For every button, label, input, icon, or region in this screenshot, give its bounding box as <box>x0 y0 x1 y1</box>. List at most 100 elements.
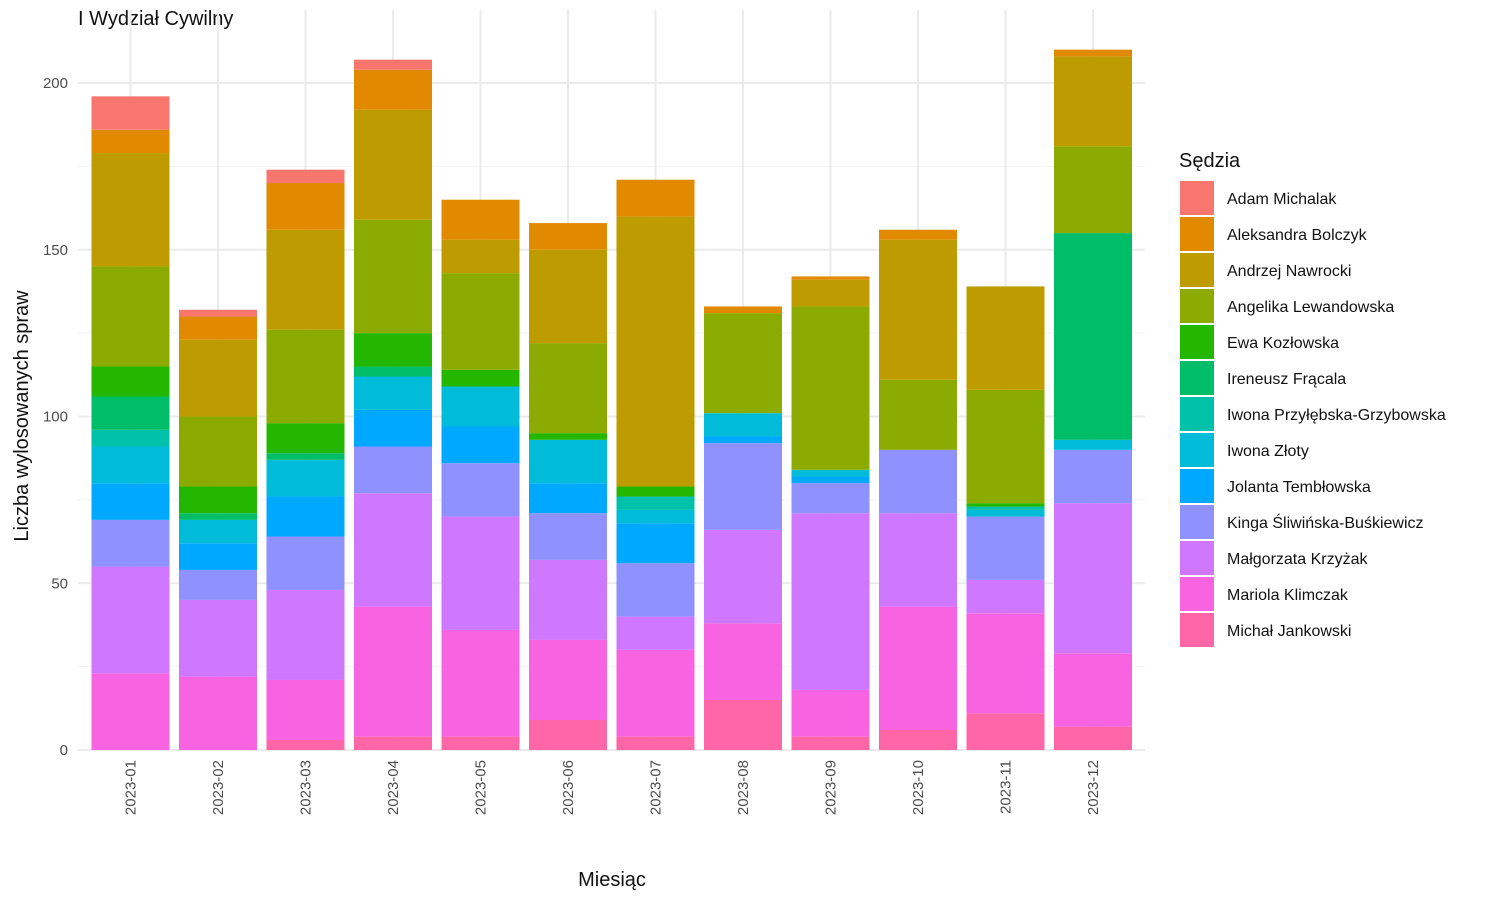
bar-segment: Iwona Przyłębska-Grzybowska: 5 <box>91 429 170 447</box>
bar-segment: Michał Jankowski: 4 <box>616 736 695 750</box>
bar-segment: Iwona Przyłębska-Grzybowska: 4 <box>616 496 695 510</box>
bar-segment: Mariola Klimczak: 18 <box>266 679 345 740</box>
bar-segment: Michał Jankowski: 4 <box>791 736 870 750</box>
bar-segment: Iwona Złoty: 7 <box>179 519 257 544</box>
bar-segment: Kinga Śliwińska-Buśkiewicz: 14 <box>354 446 432 494</box>
bar-segment: Angelika Lewandowska: 21 <box>179 416 257 487</box>
bar-segment: Aleksandra Bolczyk: 2 <box>704 306 782 314</box>
bar-segment: Kinga Śliwińska-Buśkiewicz: 16 <box>616 563 695 617</box>
bar-segment: Mariola Klimczak: 30 <box>966 613 1045 714</box>
bar-segment: Mariola Klimczak: 14 <box>791 689 870 737</box>
bar-segment: Aleksandra Bolczyk: 12 <box>441 199 520 240</box>
bar-segment: Ireneusz Frącala: 10 <box>91 396 170 430</box>
bar-segment: Aleksandra Bolczyk: 8 <box>529 223 607 250</box>
bar-segment: Jolanta Tembłowska: 12 <box>266 496 345 537</box>
x-tick-label: 2023-07 <box>648 760 665 815</box>
legend-label: Jolanta Tembłowska <box>1227 479 1371 496</box>
bar-segment: Andrzej Nawrocki: 30 <box>266 229 345 330</box>
bar-segment: Jolanta Tembłowska: 11 <box>354 409 432 447</box>
bar-segment: Ewa Kozłowska: 9 <box>91 366 170 397</box>
bar-segment: Michał Jankowski: 9 <box>529 719 607 750</box>
bar-segment: Małgorzata Krzyżak: 23 <box>179 599 257 677</box>
bar-segment: Iwona Złoty: 12 <box>441 386 520 427</box>
legend-swatch <box>1180 289 1214 323</box>
legend-swatch <box>1180 253 1214 287</box>
bar-segment: Mariola Klimczak: 22 <box>1054 653 1132 727</box>
bar-segment: Kinga Śliwińska-Buśkiewicz: 9 <box>179 569 257 600</box>
bar-segment: Iwona Złoty: 13 <box>529 439 607 484</box>
bar-segment: Mariola Klimczak: 24 <box>529 639 607 720</box>
bar-segment: Małgorzata Krzyżak: 34 <box>441 516 520 630</box>
bar-segment: Andrzej Nawrocki: 23 <box>179 339 257 417</box>
bar-segment: Ewa Kozłowska: 8 <box>179 486 257 514</box>
legend-label: Małgorzata Krzyżak <box>1227 551 1368 568</box>
bar-segment: Iwona Złoty: 2 <box>791 469 870 477</box>
bar-segment: Kinga Śliwińska-Buśkiewicz: 14 <box>529 513 607 560</box>
bar-segment: Michał Jankowski: 6 <box>879 729 957 750</box>
bar-segment: Adam Michalak: 3 <box>354 59 432 70</box>
legend-label: Adam Michalak <box>1227 191 1337 208</box>
x-tick-label: 2023-09 <box>823 760 840 815</box>
legend-swatch <box>1180 505 1214 539</box>
bar-segment: Aleksandra Bolczyk: 2 <box>1054 49 1132 57</box>
y-axis-title: Liczba wylosowanych spraw <box>11 290 33 542</box>
bar-segment: Angelika Lewandowska: 26 <box>1054 146 1132 234</box>
bar-segment: Angelika Lewandowska: 30 <box>704 313 782 414</box>
bar-segment: Jolanta Tembłowska: 2 <box>791 476 870 484</box>
bar-segment: Aleksandra Bolczyk: 12 <box>354 69 432 110</box>
bar-segment: Małgorzata Krzyżak: 10 <box>966 579 1045 614</box>
bar-segment: Aleksandra Bolczyk: 3 <box>879 229 957 240</box>
y-tick-label: 0 <box>60 742 68 759</box>
bar-segment: Kinga Śliwińska-Buśkiewicz: 16 <box>1054 449 1132 504</box>
x-tick-label: 2023-10 <box>910 760 927 815</box>
x-tick-label: 2023-06 <box>560 760 577 815</box>
legend-swatch <box>1180 217 1214 251</box>
x-tick-label: 2023-01 <box>123 760 140 815</box>
x-tick-label: 2023-05 <box>473 760 490 815</box>
bar-segment: Jolanta Tembłowska: 11 <box>441 426 520 464</box>
bar-segment: Małgorzata Krzyżak: 32 <box>91 566 170 674</box>
bar-segment: Angelika Lewandowska: 34 <box>966 389 1045 504</box>
bar-segment: Mariola Klimczak: 23 <box>704 623 782 700</box>
bar-segment: Michał Jankowski: 11 <box>966 713 1045 750</box>
bar-segment: Kinga Śliwińska-Buśkiewicz: 19 <box>966 516 1045 580</box>
legend-swatch <box>1180 469 1214 503</box>
x-tick-label: 2023-02 <box>210 760 227 815</box>
bar-segment: Angelika Lewandowska: 34 <box>354 219 432 334</box>
bar-segment: Małgorzata Krzyżak: 27 <box>266 589 345 680</box>
legend-swatch <box>1180 577 1214 611</box>
x-axis-ticks: 2023-01 2023-02 2023-03 2023-04 2023-05 2023-… <box>123 760 1103 815</box>
bar-segment: Adam Michalak: 10 <box>91 96 170 130</box>
bar-segment: Małgorzata Krzyżak: 45 <box>1054 503 1132 654</box>
bar-segment: Małgorzata Krzyżak: 10 <box>616 616 695 650</box>
legend-swatch <box>1180 541 1214 575</box>
bar-segment: Aleksandra Bolczyk: 1 <box>791 276 870 280</box>
bar-segment: Jolanta Tembłowska: 2 <box>704 436 782 444</box>
legend-label: Iwona Przyłębska-Grzybowska <box>1227 407 1446 424</box>
bar-segment: Angelika Lewandowska: 27 <box>529 343 607 434</box>
bar-segment: Ireneusz Frącala: 2 <box>179 513 257 520</box>
bar-segment: Małgorzata Krzyżak: 24 <box>529 559 607 640</box>
bar-segment: Angelika Lewandowska: 49 <box>791 306 870 470</box>
bar-segment: Jolanta Tembłowska: 12 <box>616 523 695 564</box>
bar-segment: Mariola Klimczak: 26 <box>616 649 695 737</box>
bar-segment: Andrzej Nawrocki: 31 <box>966 286 1045 390</box>
bar-segment: Kinga Śliwińska-Buśkiewicz: 14 <box>91 519 170 567</box>
bar-segment: Iwona Złoty: 11 <box>91 446 170 484</box>
bar-segment: Iwona Złoty: 3 <box>1054 439 1132 450</box>
bar-segment: Małgorzata Krzyżak: 53 <box>791 513 870 690</box>
bar-segment: Ewa Kozłowska: 9 <box>266 423 345 454</box>
bar-segment: Jolanta Tembłowska: 9 <box>529 483 607 514</box>
bar-segment: Angelika Lewandowska: 29 <box>441 273 520 370</box>
bar-segment: Mariola Klimczak: 23 <box>91 673 170 750</box>
y-tick-label: 150 <box>43 242 68 259</box>
bar-segment: Adam Michalak: 2 <box>179 309 257 317</box>
bar-segment: Andrzej Nawrocki: 33 <box>354 109 432 220</box>
bar-segment: Aleksandra Bolczyk: 7 <box>179 316 257 340</box>
bar-segment: Ewa Kozłowska: 3 <box>616 486 695 497</box>
bar-segment: Kinga Śliwińska-Buśkiewicz: 26 <box>704 443 782 530</box>
legend-label: Mariola Klimczak <box>1227 587 1349 604</box>
bar-segment: Mariola Klimczak: 32 <box>441 629 520 737</box>
x-tick-label: 2023-03 <box>298 760 315 815</box>
